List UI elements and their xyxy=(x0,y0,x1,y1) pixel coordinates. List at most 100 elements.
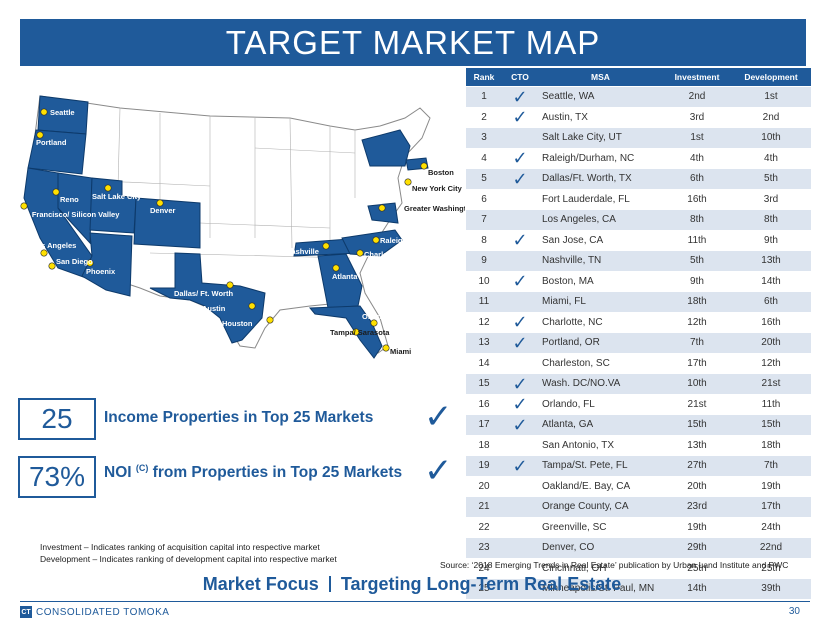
table-row: 6 Fort Lauderdale, FL 16th 3rd xyxy=(466,188,811,210)
table-row: 8 ✓ San Jose, CA 11th 9th xyxy=(466,229,811,251)
city-dot-charlotte xyxy=(356,249,364,257)
table-row: 19 ✓ Tampa/St. Pete, FL 27th 7th xyxy=(466,455,811,476)
col-header-investment: Investment xyxy=(663,68,731,87)
cell-rank: 15 xyxy=(466,373,502,394)
table-row: 5 ✓ Dallas/Ft. Worth, TX 6th 5th xyxy=(466,168,811,189)
cell-development: 8th xyxy=(731,209,811,230)
city-dot-san-francisco xyxy=(20,202,28,210)
cell-cto xyxy=(502,127,538,148)
stat-markets-value: 25 xyxy=(41,403,73,434)
city-dot-austin xyxy=(248,302,256,310)
cell-rank: 18 xyxy=(466,434,502,456)
cell-cto xyxy=(502,557,538,579)
state-nevada xyxy=(57,172,93,245)
cell-msa: Charlotte, NC xyxy=(538,311,663,333)
stat-noi-footnote: (C) xyxy=(135,463,149,473)
city-label-salt-lake-city: Salt Lake City xyxy=(92,192,142,201)
cell-investment: 2nd xyxy=(663,86,731,107)
state-colorado xyxy=(133,197,201,249)
cto-check-icon: ✓ xyxy=(512,86,528,107)
table-row: 22 Greenville, SC 19th 24th xyxy=(466,516,811,538)
focus-right: Targeting Long-Term Real Estate xyxy=(340,574,622,594)
col-header-msa: MSA xyxy=(538,68,663,87)
city-dot-dallas xyxy=(226,281,234,289)
cell-msa: San Jose, CA xyxy=(538,229,663,251)
city-label-orlando: Orlando xyxy=(362,312,391,321)
cell-rank: 20 xyxy=(466,475,502,497)
cell-rank: 16 xyxy=(466,393,502,415)
cell-rank: 25 xyxy=(466,578,502,599)
market-focus-heading: Market Focus Targeting Long-Term Real Es… xyxy=(0,574,824,595)
cell-rank: 24 xyxy=(466,557,502,579)
state-georgia xyxy=(317,253,363,309)
cell-development: 16th xyxy=(731,311,811,333)
cell-development: 11th xyxy=(731,393,811,415)
city-label-new-york-city: New York City xyxy=(412,184,463,193)
cell-msa: Austin, TX xyxy=(538,106,663,128)
cell-development: 5th xyxy=(731,168,811,189)
cell-cto xyxy=(502,250,538,271)
city-dot-orlando xyxy=(370,319,378,327)
cell-investment: 23rd xyxy=(663,496,731,517)
city-label-boston: Boston xyxy=(428,168,454,177)
cell-rank: 12 xyxy=(466,311,502,333)
cell-rank: 6 xyxy=(466,188,502,210)
page-title-bar: TARGET MARKET MAP xyxy=(20,19,806,66)
stat-markets-value-box: 25 xyxy=(18,398,96,440)
cell-rank: 14 xyxy=(466,352,502,374)
cell-cto xyxy=(502,496,538,517)
cell-development: 1st xyxy=(731,86,811,107)
cto-check-icon: ✓ xyxy=(512,230,528,251)
focus-divider xyxy=(328,576,331,592)
city-dot-reno xyxy=(52,188,60,196)
cell-cto: ✓ xyxy=(502,455,538,476)
state-virginia-dc xyxy=(367,202,399,224)
cell-development: 39th xyxy=(731,578,811,599)
cell-investment: 17th xyxy=(663,352,731,374)
company-name: CONSOLIDATED TOMOKA xyxy=(36,606,170,618)
table-row: 1 ✓ Seattle, WA 2nd 1st xyxy=(466,86,811,107)
city-label-miami: Miami xyxy=(390,347,411,356)
cell-msa: Oakland/E. Bay, CA xyxy=(538,475,663,497)
state-texas xyxy=(149,252,266,344)
cell-development: 20th xyxy=(731,332,811,353)
cell-msa: Denver, CO xyxy=(538,537,663,558)
cell-investment: 29th xyxy=(663,537,731,558)
cell-cto xyxy=(502,209,538,230)
cell-investment: 8th xyxy=(663,209,731,230)
state-florida xyxy=(308,305,383,359)
page-number: 30 xyxy=(788,606,800,617)
cell-rank: 13 xyxy=(466,332,502,353)
cell-development: 17th xyxy=(731,496,811,517)
cell-investment: 5th xyxy=(663,250,731,271)
cell-cto: ✓ xyxy=(502,311,538,333)
cell-development: 13th xyxy=(731,250,811,271)
cell-investment: 19th xyxy=(663,516,731,538)
cell-investment: 11th xyxy=(663,229,731,251)
focus-left: Market Focus xyxy=(202,574,319,594)
city-dot-nashville xyxy=(322,242,330,250)
cell-msa: Minneapolis/St. Paul, MN xyxy=(538,578,663,599)
table-row: 15 ✓ Wash. DC/NO.VA 10th 21st xyxy=(466,373,811,394)
city-label-reno: Reno xyxy=(60,195,79,204)
cto-check-icon: ✓ xyxy=(512,168,528,189)
cell-development: 19th xyxy=(731,475,811,497)
cell-investment: 7th xyxy=(663,332,731,353)
cell-cto: ✓ xyxy=(502,393,538,415)
cell-rank: 21 xyxy=(466,496,502,517)
stat-noi-value: 73% xyxy=(28,461,86,492)
city-label-tampa: Tampa/ Sarasota xyxy=(330,328,390,337)
cto-check-icon: ✓ xyxy=(512,394,528,415)
cell-cto xyxy=(502,434,538,456)
city-dot-raleigh xyxy=(372,236,380,244)
cell-investment: 12th xyxy=(663,311,731,333)
cell-development: 12th xyxy=(731,352,811,374)
cell-cto xyxy=(502,516,538,538)
cell-investment: 10th xyxy=(663,373,731,394)
cell-rank: 11 xyxy=(466,291,502,312)
cto-check-icon: ✓ xyxy=(512,455,528,476)
table-row: 20 Oakland/E. Bay, CA 20th 19th xyxy=(466,475,811,497)
cell-investment: 18th xyxy=(663,291,731,312)
cell-rank: 23 xyxy=(466,537,502,558)
city-dot-tampa xyxy=(352,328,360,336)
